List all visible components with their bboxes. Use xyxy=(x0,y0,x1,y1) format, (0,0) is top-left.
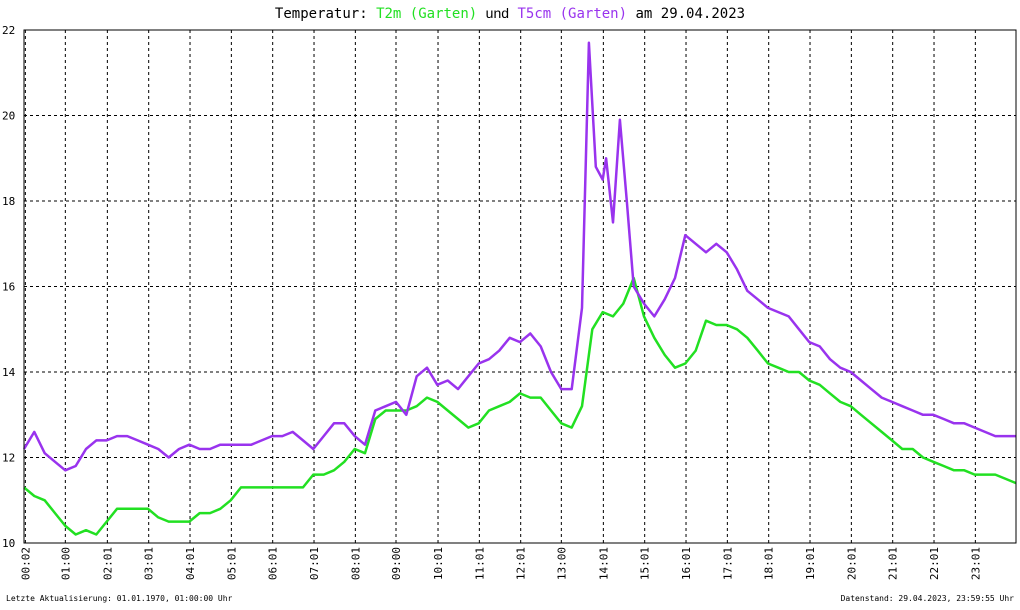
x-tick-label: 10:01 xyxy=(432,547,445,580)
title-series: T2m (Garten) xyxy=(376,6,477,22)
x-tick-label: 20:01 xyxy=(845,547,858,580)
x-tick-label: 02:01 xyxy=(101,547,114,580)
x-tick-label: 06:01 xyxy=(267,547,280,580)
grid xyxy=(24,29,1016,544)
x-tick-label: 01:00 xyxy=(59,547,72,580)
footer-right: Datenstand: 29.04.2023, 23:59:55 Uhr xyxy=(841,594,1015,603)
x-tick-label: 07:01 xyxy=(308,547,321,580)
title-prefix: Temperatur: xyxy=(275,6,368,22)
x-tick-label: 17:01 xyxy=(721,547,734,580)
x-tick-label: 13:00 xyxy=(555,547,568,580)
title-date: am 29.04.2023 xyxy=(635,6,745,22)
x-tick-label: 23:01 xyxy=(969,547,982,580)
x-tick-label: 11:01 xyxy=(473,547,486,580)
x-tick-label: 15:01 xyxy=(639,547,652,580)
y-tick-label: 16 xyxy=(2,281,15,294)
y-tick-label: 10 xyxy=(2,537,15,550)
y-tick-label: 14 xyxy=(2,366,16,379)
x-tick-label: 18:01 xyxy=(763,547,776,580)
x-tick-label: 05:01 xyxy=(225,547,238,580)
x-tick-label: 08:01 xyxy=(349,547,362,580)
plot-frame xyxy=(23,29,1017,544)
x-tick-label: 21:01 xyxy=(887,547,900,580)
lines xyxy=(22,41,1017,536)
x-tick-label: 22:01 xyxy=(928,547,941,580)
y-tick-label: 18 xyxy=(2,195,15,208)
y-tick-label: 22 xyxy=(2,24,15,37)
title-series: T5cm (Garten) xyxy=(517,6,627,22)
x-tick-label: 12:01 xyxy=(515,547,528,580)
series-line xyxy=(23,276,1017,536)
x-tick-label: 03:01 xyxy=(143,547,156,580)
x-tick-label: 19:01 xyxy=(804,547,817,580)
footer-left: Letzte Aktualisierung: 01.01.1970, 01:00… xyxy=(6,594,233,603)
y-tick-label: 20 xyxy=(2,110,15,123)
x-tick-label: 09:00 xyxy=(390,547,403,580)
x-tick-label: 14:01 xyxy=(597,547,610,580)
x-tick-label: 00:02 xyxy=(19,547,32,580)
title-join: und xyxy=(486,5,509,21)
x-tick-label: 04:01 xyxy=(184,547,197,580)
chart-title: Temperatur: T2m (Garten) und T5cm (Garte… xyxy=(275,5,745,22)
series-line xyxy=(22,41,1016,472)
x-tick-label: 16:01 xyxy=(680,547,693,580)
y-tick-label: 12 xyxy=(2,452,15,465)
